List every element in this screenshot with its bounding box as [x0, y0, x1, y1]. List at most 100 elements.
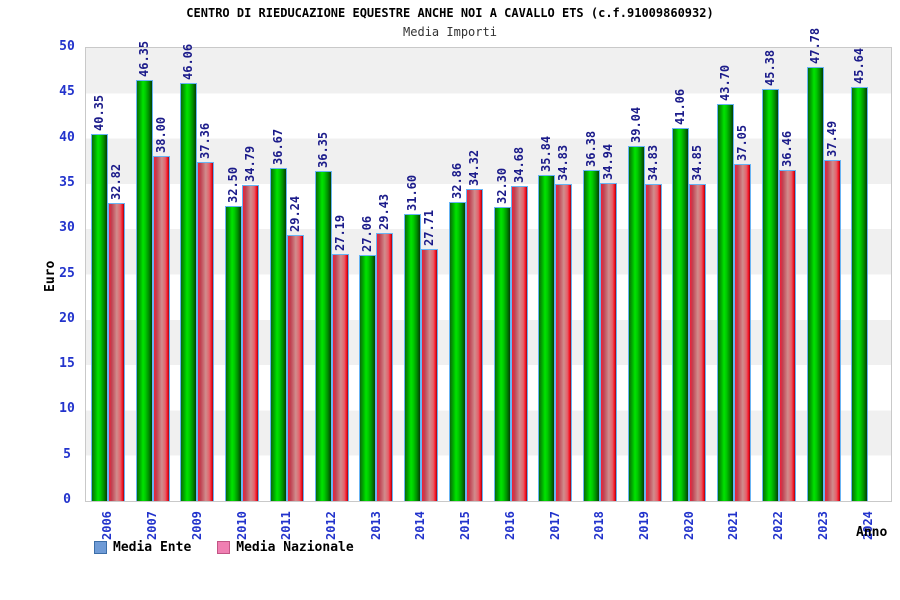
bar-media-ente-2016: [493, 207, 511, 501]
value-label-media-ente-2016: 32.30: [494, 168, 509, 205]
x-tick-2020: 2020: [682, 511, 696, 540]
value-label-media-ente-2015: 32.86: [449, 163, 464, 200]
bar-media-nazionale-2016: [510, 185, 528, 501]
bar-media-ente-2006: [91, 134, 108, 501]
x-tick-2019: 2019: [637, 511, 651, 540]
bar-media-nazionale-2013: [376, 233, 394, 501]
bar-media-ente-2014: [404, 213, 422, 501]
bar-media-nazionale-2020: [689, 184, 707, 501]
plot-area: 40.35 46.35 46.06 32.50 36.67 36.35 27.06 31.60…: [85, 28, 892, 502]
bar-media-nazionale-2010: [242, 184, 260, 501]
bar-media-ente-2013: [359, 254, 377, 501]
x-tick-2007: 2007: [145, 511, 159, 540]
bar-media-ente-2020: [672, 128, 690, 501]
value-label-media-nazionale-2012: 27.19: [332, 214, 347, 251]
value-label-media-ente-2012: 36.35: [315, 131, 330, 168]
bar-media-ente-2015: [448, 202, 466, 501]
value-label-media-ente-2007: 46.35: [136, 40, 151, 78]
y-tick-15: 15: [59, 356, 75, 371]
bar-media-ente-2022: [761, 88, 779, 501]
bar-media-nazionale-2007: [152, 155, 170, 501]
y-tick-10: 10: [59, 401, 75, 416]
bar-media-ente-2007: [135, 80, 153, 501]
value-label-media-nazionale-2018: 34.94: [600, 144, 615, 181]
value-label-media-ente-2011: 36.67: [270, 128, 285, 165]
bar-media-ente-2010: [225, 205, 243, 501]
value-label-media-nazionale-2007: 38.00: [153, 116, 168, 153]
value-label-media-ente-2013: 27.06: [360, 215, 375, 252]
x-tick-2010: 2010: [235, 511, 249, 540]
x-tick-2011: 2011: [279, 511, 293, 540]
legend-swatch-media-ente: [94, 541, 107, 554]
bar-media-ente-2023: [806, 67, 824, 501]
chart-subtitle: Media Importi: [403, 25, 497, 39]
value-label-media-ente-2021: 43.70: [718, 64, 733, 102]
bar-media-nazionale-2017: [555, 184, 573, 501]
bar-media-nazionale-2006: [108, 202, 125, 501]
bar-media-nazionale-2014: [421, 248, 439, 501]
x-axis-title: Anno: [856, 525, 888, 540]
x-tick-2021: 2021: [726, 511, 740, 540]
x-tick-2016: 2016: [503, 511, 517, 540]
bar-media-nazionale-2019: [644, 184, 662, 501]
bar-media-nazionale-2012: [331, 253, 349, 501]
value-label-media-nazionale-2010: 34.79: [243, 145, 258, 182]
y-tick-30: 30: [59, 220, 75, 235]
bar-media-ente-2024: [851, 86, 869, 501]
bar-media-ente-2019: [627, 146, 645, 501]
bar-media-ente-2011: [269, 167, 287, 501]
legend: Media Ente Media Nazionale: [94, 540, 354, 555]
y-tick-25: 25: [59, 266, 75, 281]
value-label-media-nazionale-2020: 34.85: [690, 145, 705, 182]
value-label-media-nazionale-2016: 34.68: [511, 146, 526, 183]
y-tick-20: 20: [59, 311, 75, 326]
value-label-media-nazionale-2013: 29.43: [377, 194, 392, 231]
value-label-media-ente-2022: 45.38: [762, 49, 777, 86]
y-tick-50: 50: [59, 39, 75, 54]
legend-swatch-media-nazionale: [217, 541, 231, 554]
bar-media-ente-2021: [717, 104, 735, 501]
value-label-media-ente-2006: 40.35: [92, 95, 106, 132]
bar-media-ente-2017: [538, 175, 556, 501]
y-tick-35: 35: [59, 175, 75, 190]
legend-label-media-ente: Media Ente: [113, 540, 192, 555]
bar-media-nazionale-2021: [734, 164, 752, 501]
value-label-media-nazionale-2015: 34.32: [466, 149, 481, 187]
bar-media-ente-2018: [582, 170, 600, 501]
bar-media-ente-2009: [180, 82, 198, 501]
y-tick-0: 0: [63, 492, 71, 507]
value-label-media-nazionale-2019: 34.83: [645, 145, 660, 182]
y-tick-40: 40: [59, 130, 75, 145]
x-tick-2017: 2017: [548, 511, 562, 540]
value-label-media-ente-2018: 36.38: [583, 131, 598, 168]
x-tick-2013: 2013: [369, 511, 383, 540]
x-tick-2014: 2014: [413, 511, 427, 540]
value-label-media-nazionale-2006: 32.82: [109, 163, 123, 200]
bar-media-nazionale-2009: [197, 161, 215, 501]
value-label-media-ente-2024: 45.64: [852, 47, 867, 84]
x-tick-2022: 2022: [771, 511, 785, 540]
x-tick-2015: 2015: [458, 511, 472, 540]
bar-media-nazionale-2023: [823, 160, 841, 501]
y-tick-5: 5: [63, 447, 71, 462]
legend-item-media-nazionale: Media Nazionale: [217, 540, 354, 555]
value-label-media-ente-2010: 32.50: [226, 166, 241, 203]
value-label-media-nazionale-2023: 37.49: [824, 121, 839, 158]
value-label-media-ente-2009: 46.06: [181, 43, 196, 80]
value-label-media-ente-2014: 31.60: [405, 174, 420, 211]
legend-label-media-nazionale: Media Nazionale: [236, 540, 354, 555]
bar-media-nazionale-2011: [286, 235, 304, 501]
x-tick-2009: 2009: [190, 511, 204, 540]
value-label-media-nazionale-2014: 27.71: [422, 209, 437, 246]
value-label-media-ente-2019: 39.04: [628, 107, 643, 144]
chart-title: CENTRO DI RIEDUCAZIONE EQUESTRE ANCHE NO…: [186, 6, 714, 20]
value-label-media-nazionale-2017: 34.83: [556, 145, 571, 182]
bar-media-nazionale-2015: [465, 189, 483, 501]
x-tick-2012: 2012: [324, 511, 338, 540]
value-label-media-nazionale-2022: 36.46: [779, 130, 794, 167]
value-label-media-nazionale-2009: 37.36: [198, 122, 213, 159]
x-tick-2006: 2006: [100, 511, 114, 540]
bar-media-nazionale-2022: [778, 169, 796, 501]
y-tick-45: 45: [59, 84, 75, 99]
